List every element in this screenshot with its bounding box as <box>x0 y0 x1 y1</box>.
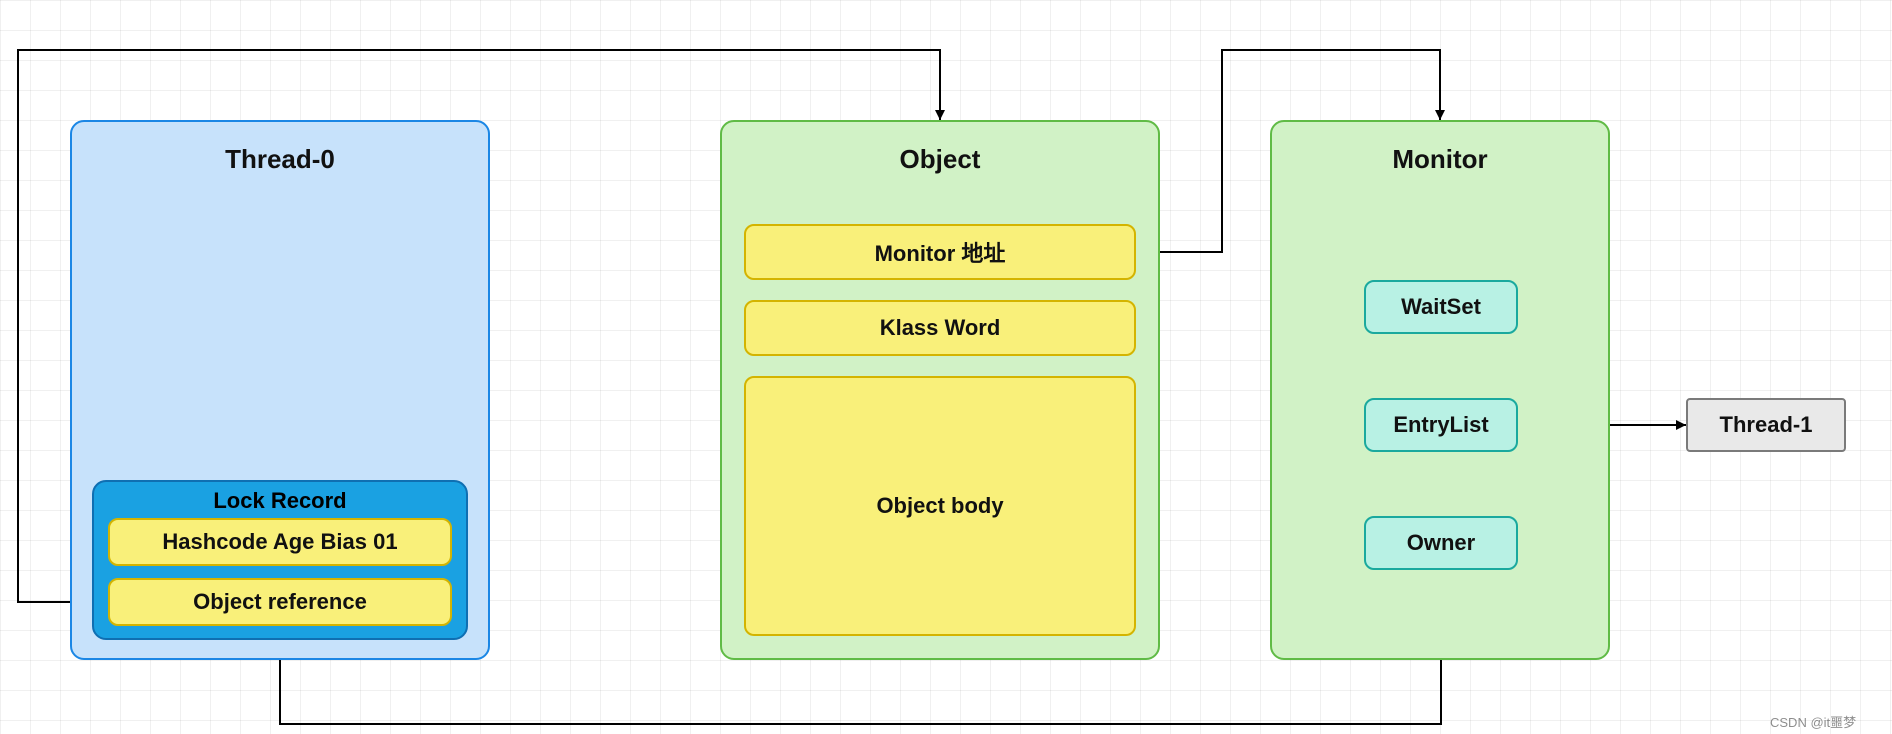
hashcode-box: Hashcode Age Bias 01 <box>108 518 452 566</box>
waitset-box: WaitSet <box>1364 280 1518 334</box>
object-body-label: Object body <box>876 493 1003 519</box>
monitor-container: Monitor <box>1270 120 1610 660</box>
waitset-label: WaitSet <box>1401 294 1481 320</box>
entrylist-label: EntryList <box>1393 412 1488 438</box>
owner-label: Owner <box>1407 530 1475 556</box>
object-title: Object <box>722 144 1158 175</box>
klass-word-box: Klass Word <box>744 300 1136 356</box>
hashcode-label: Hashcode Age Bias 01 <box>162 529 397 555</box>
klass-word-label: Klass Word <box>880 315 1001 341</box>
object-body-box: Object body <box>744 376 1136 636</box>
thread1-label: Thread-1 <box>1720 412 1813 438</box>
monitor-title: Monitor <box>1272 144 1608 175</box>
monitor-address-box: Monitor 地址 <box>744 224 1136 280</box>
entrylist-box: EntryList <box>1364 398 1518 452</box>
owner-box: Owner <box>1364 516 1518 570</box>
lock-record-title: Lock Record <box>94 488 466 514</box>
object-reference-label: Object reference <box>193 589 367 615</box>
thread0-title: Thread-0 <box>72 144 488 175</box>
thread1-box: Thread-1 <box>1686 398 1846 452</box>
object-reference-box: Object reference <box>108 578 452 626</box>
monitor-address-label: Monitor 地址 <box>875 236 1006 268</box>
